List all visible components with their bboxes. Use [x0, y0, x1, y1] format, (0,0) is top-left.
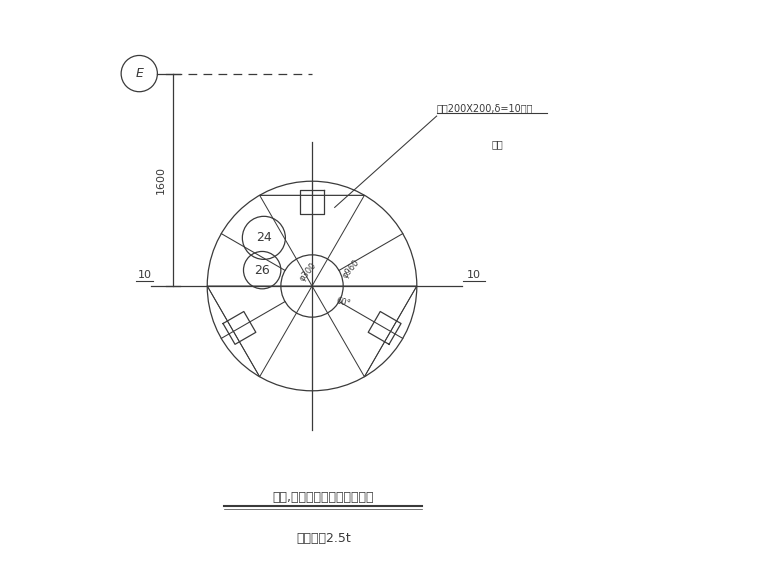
Text: φ960: φ960 — [340, 258, 361, 280]
Text: 1600: 1600 — [156, 166, 166, 194]
Text: 明床,混床碱计量箱基础平面图: 明床,混床碱计量箱基础平面图 — [273, 491, 374, 504]
Text: E: E — [135, 67, 143, 80]
Text: 预埋200X200,δ=10钢板: 预埋200X200,δ=10钢板 — [437, 103, 534, 113]
Text: 运行荷重2.5t: 运行荷重2.5t — [296, 533, 350, 546]
Text: 26: 26 — [255, 264, 270, 277]
Text: 10: 10 — [467, 271, 480, 280]
Text: 三块: 三块 — [492, 139, 503, 149]
Text: φ300: φ300 — [298, 261, 318, 283]
Text: 24: 24 — [256, 231, 272, 244]
Text: 60°: 60° — [335, 297, 351, 309]
Text: 10: 10 — [138, 271, 152, 280]
